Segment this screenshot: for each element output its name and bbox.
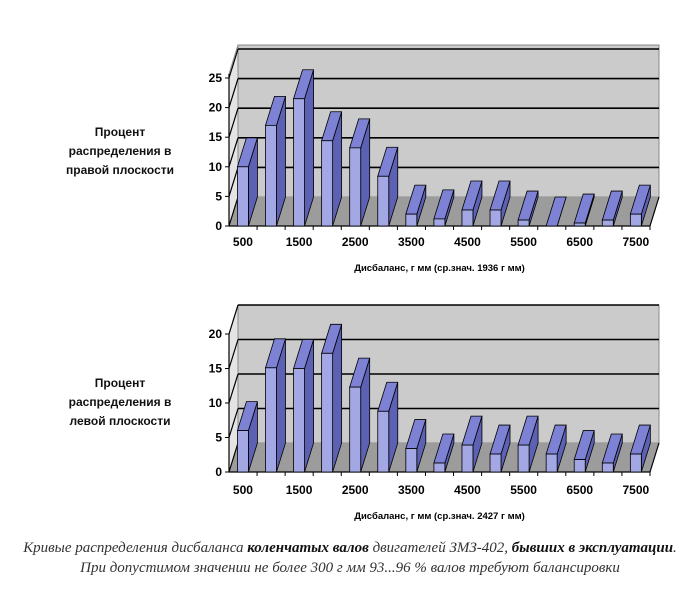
x-tick-label: 3500 [398, 483, 425, 497]
x-tick-label: 500 [233, 235, 253, 249]
ylabel-line: Процент [94, 376, 146, 390]
y-tick-label: 25 [209, 71, 223, 85]
gridline-diagonal [228, 339, 239, 369]
bar [517, 219, 530, 227]
bottom-chart: 0 5 10 15 20 500 1500 2500 3500 4500 5500 6500 7500 Д… [209, 304, 660, 522]
x-tick-label: 1500 [286, 235, 313, 249]
gridline-diagonal [228, 373, 239, 404]
y-tick-label: 5 [215, 431, 222, 445]
ylabel-line: распределения в [68, 144, 172, 158]
bar [293, 98, 305, 227]
y-tick-label: 20 [209, 101, 223, 115]
x-tick-label: 7500 [623, 235, 650, 249]
caption-part: Кривые распределения дисбаланса [23, 540, 248, 556]
y-tick-label: 15 [209, 130, 223, 144]
bar [349, 386, 362, 473]
bar [293, 368, 305, 473]
bar [573, 459, 586, 473]
bar [601, 219, 614, 227]
y-tick-label: 20 [209, 327, 223, 341]
bar [629, 453, 642, 473]
caption-bold: коленчатых валов [247, 540, 369, 556]
x-tick-label: 5500 [510, 483, 537, 497]
bottom-chart-ylabel: Процент распределения в левой плоскости [45, 374, 195, 431]
bar [433, 462, 446, 473]
bar [545, 453, 558, 473]
x-tick-label: 6500 [566, 483, 593, 497]
bar [349, 147, 362, 227]
x-tick-label: 7500 [623, 483, 650, 497]
bar [461, 444, 474, 473]
floor-edge [649, 442, 660, 473]
caption-part: двигателей ЗМЗ-402, [368, 540, 512, 556]
bar [489, 453, 502, 473]
gridline-diagonal [228, 108, 239, 138]
bar [321, 352, 334, 473]
floor-edge [649, 196, 660, 227]
x-tick-label: 4500 [454, 483, 481, 497]
top-chart: 0 5 10 15 20 25 500 1500 2500 3500 4500 5500 6500 750… [209, 44, 660, 274]
bar [461, 209, 474, 227]
bar [265, 367, 277, 473]
bar [517, 444, 530, 473]
y-tick-label: 0 [215, 465, 222, 479]
y-tick-label: 5 [215, 189, 222, 203]
bar [237, 166, 249, 227]
caption-part: . При допустимом значении не более 300 г… [80, 540, 677, 576]
bar [573, 222, 586, 227]
gridline-diagonal [228, 442, 239, 473]
gridline-diagonal [228, 137, 239, 167]
y-tick-label: 0 [215, 219, 222, 233]
bar [377, 175, 390, 227]
x-tick-label: 2500 [342, 483, 369, 497]
figure-caption: Кривые распределения дисбаланса коленчат… [20, 538, 680, 578]
bar [433, 218, 446, 227]
caption-bold: бывших в эксплуатации [511, 540, 674, 556]
ylabel-line: распределения в [68, 395, 172, 409]
ylabel-line: правой плоскости [65, 163, 175, 177]
gridline-diagonal [228, 78, 239, 108]
bar [265, 124, 277, 227]
x-tick-label: 5500 [510, 235, 537, 249]
gridline-diagonal [228, 167, 239, 197]
bar [321, 140, 334, 227]
x-axis-title: Дисбаланс, г мм (ср.знач. 1936 г мм) [354, 263, 525, 274]
gridline-diagonal [228, 196, 239, 227]
y-tick-label: 10 [209, 160, 223, 174]
gridline-diagonal [228, 48, 239, 79]
x-axis-title: Дисбаланс, г мм (ср.знач. 2427 г мм) [354, 511, 525, 522]
x-tick-label: 2500 [342, 235, 369, 249]
x-tick-label: 500 [233, 483, 253, 497]
x-tick-label: 1500 [286, 483, 313, 497]
gridline-diagonal [228, 408, 239, 438]
bar-top [545, 196, 567, 227]
gridline-diagonal [228, 304, 239, 335]
bar [237, 430, 249, 473]
ylabel-line: Процент [94, 125, 146, 139]
x-tick-label: 4500 [454, 235, 481, 249]
top-chart-ylabel: Процент распределения в правой плоскости [45, 123, 195, 180]
bar [601, 462, 614, 473]
bar [405, 213, 418, 227]
y-tick-label: 15 [209, 362, 223, 376]
bar [489, 209, 502, 227]
bar [405, 448, 418, 473]
bar [629, 213, 642, 227]
ylabel-line: левой плоскости [69, 414, 171, 428]
y-tick-label: 10 [209, 396, 223, 410]
x-tick-label: 3500 [398, 235, 425, 249]
x-tick-label: 6500 [566, 235, 593, 249]
bar [377, 410, 390, 473]
